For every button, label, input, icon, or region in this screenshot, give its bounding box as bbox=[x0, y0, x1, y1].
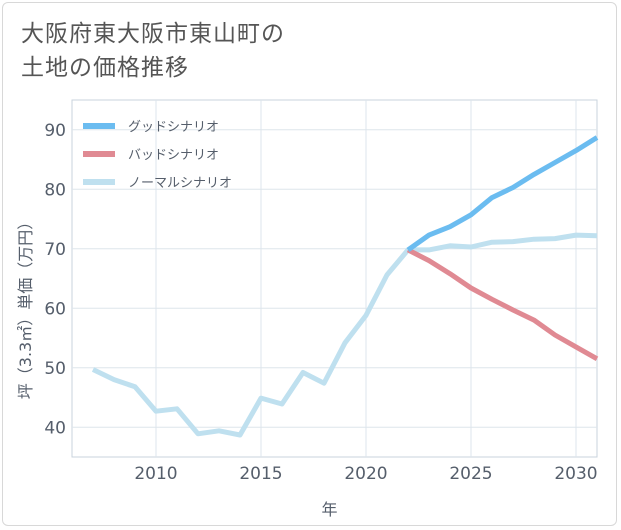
legend-label: バッドシナリオ bbox=[128, 148, 219, 163]
chart-title: 大阪府東大阪市東山町の 土地の価格推移 bbox=[21, 17, 285, 85]
series-line-good bbox=[406, 135, 599, 252]
y-tick-label: 50 bbox=[44, 359, 66, 379]
chart-card: 大阪府東大阪市東山町の 土地の価格推移 bbox=[2, 2, 617, 526]
y-tick-label: 60 bbox=[44, 299, 66, 319]
x-tick-label: 2025 bbox=[449, 464, 492, 484]
legend-label: グッドシナリオ bbox=[128, 120, 219, 135]
plot-frame bbox=[71, 99, 598, 458]
x-tick-label: 2030 bbox=[554, 464, 597, 484]
x-axis-label: 年 bbox=[321, 500, 337, 519]
x-tick-label: 2010 bbox=[134, 464, 177, 484]
y-tick-label: 40 bbox=[44, 418, 66, 438]
chart-title-line-1: 大阪府東大阪市東山町の bbox=[21, 21, 285, 47]
chart-title-line-2: 土地の価格推移 bbox=[21, 55, 189, 81]
legend-label: ノーマルシナリオ bbox=[128, 176, 232, 191]
x-tick-label: 2015 bbox=[239, 464, 282, 484]
series-line-normal bbox=[91, 232, 598, 438]
y-axis-label: 坪（3.3㎡）単価（万円） bbox=[16, 214, 35, 399]
y-tick-label: 80 bbox=[44, 180, 66, 200]
y-tick-label: 70 bbox=[44, 240, 66, 260]
x-tick-label: 2020 bbox=[344, 464, 387, 484]
y-tick-label: 90 bbox=[44, 121, 66, 141]
series-line-bad bbox=[406, 247, 599, 361]
